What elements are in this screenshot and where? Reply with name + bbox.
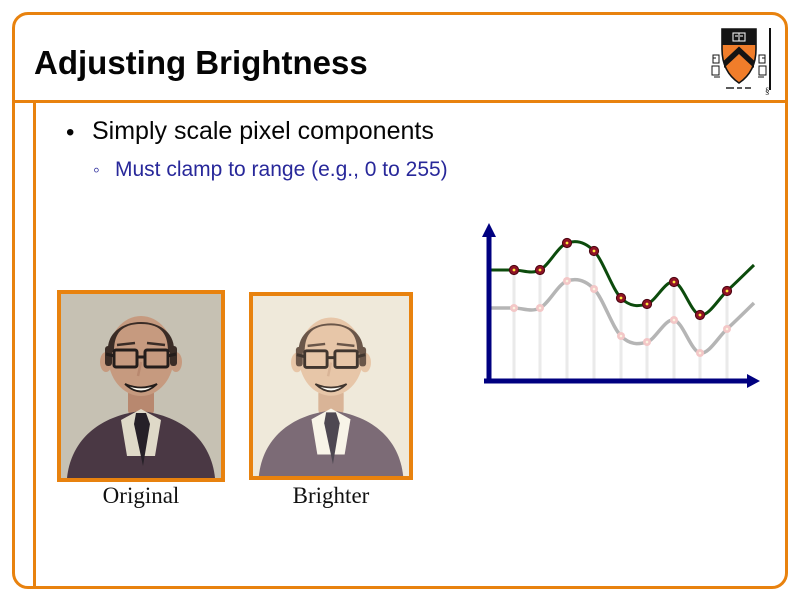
slide-border bbox=[12, 12, 788, 589]
book-icon bbox=[732, 32, 746, 42]
original-photo bbox=[57, 290, 225, 482]
crest-side-ornaments bbox=[711, 54, 767, 78]
portrait-brighter-illustration bbox=[253, 296, 409, 476]
brightness-chart bbox=[482, 223, 760, 388]
brighter-photo bbox=[249, 292, 413, 480]
title-divider-line bbox=[12, 100, 788, 103]
princeton-crest-logo bbox=[711, 28, 767, 89]
crest-vertical-rule bbox=[769, 28, 771, 90]
bullet-text: Simply scale pixel components bbox=[92, 117, 434, 145]
sub-bullet-glyph: ◦ bbox=[93, 160, 100, 181]
shield-chevron bbox=[724, 46, 754, 68]
left-accent-line bbox=[33, 100, 36, 586]
original-caption: Original bbox=[102, 483, 180, 508]
slide-title: Adjusting Brightness bbox=[34, 44, 368, 81]
brighter-caption: Brighter bbox=[292, 483, 370, 508]
sub-bullet-text: Must clamp to range (e.g., 0 to 255) bbox=[115, 158, 448, 181]
crest-small-mark: § bbox=[765, 86, 770, 96]
portrait-original-illustration bbox=[61, 294, 221, 478]
bullet-glyph: • bbox=[66, 119, 75, 146]
